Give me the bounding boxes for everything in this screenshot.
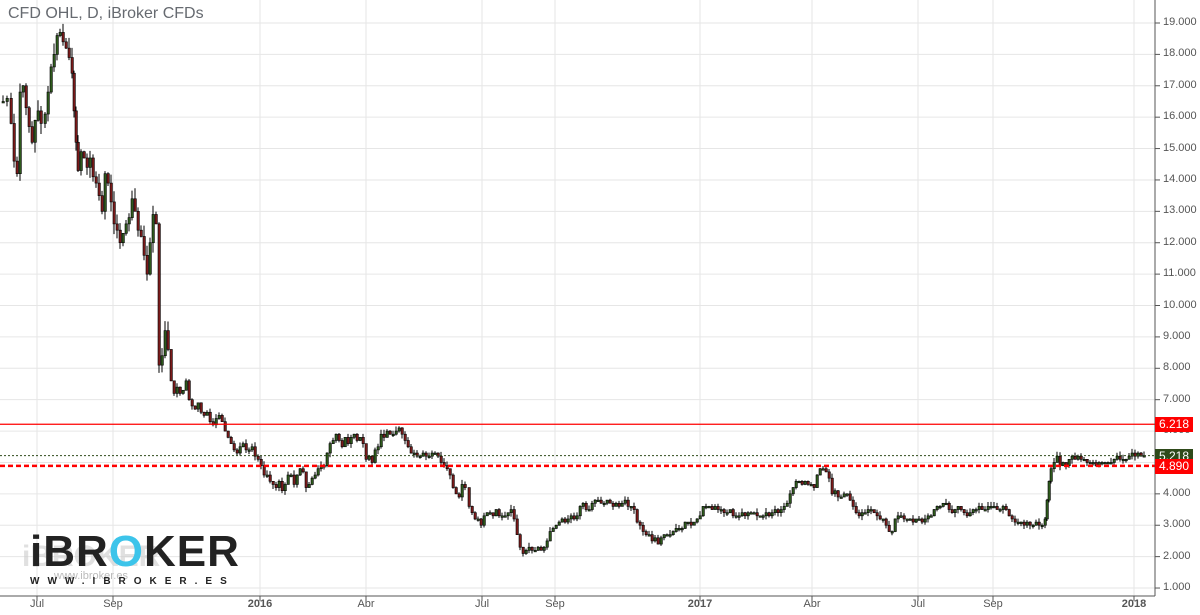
reference-lines: [0, 423, 1155, 468]
x-tick-label: Abr: [803, 598, 821, 610]
y-tick-label: 9.000: [1163, 329, 1191, 342]
x-tick-label: Jul: [910, 598, 926, 610]
y-tick-label: 4.000: [1163, 486, 1191, 499]
y-tick-label: 16.000: [1163, 110, 1197, 123]
y-tick-label: 1.000: [1163, 581, 1191, 594]
y-tick-label: 17.000: [1163, 78, 1197, 91]
x-tick-label: 2018: [1121, 598, 1147, 610]
y-tick-label: 2.000: [1163, 549, 1191, 562]
y-tick-label: 12.000: [1163, 235, 1197, 248]
y-tick-label: 3.000: [1163, 518, 1191, 531]
y-tick-marks: [1155, 22, 1160, 589]
y-tick-label: 15.000: [1163, 141, 1197, 154]
y-tick-label: 18.000: [1163, 47, 1197, 60]
x-tick-label: Jul: [474, 598, 490, 610]
y-tick-label: 13.000: [1163, 204, 1197, 217]
grid-lines: [0, 0, 1155, 596]
x-tick-marks: [36, 596, 1135, 601]
x-tick-label: Sep: [545, 598, 565, 610]
y-tick-label: 8.000: [1163, 361, 1191, 374]
chart-title: CFD OHL, D, iBroker CFDs: [8, 5, 204, 22]
y-tick-label: 14.000: [1163, 172, 1197, 185]
x-tick-label: 2016: [247, 598, 273, 610]
x-tick-label: 2017: [687, 598, 713, 610]
support-label: 4.890: [1155, 458, 1193, 474]
y-tick-label: 7.000: [1163, 392, 1191, 405]
logo-watermark-ghost-url: www.ibroker.es: [54, 570, 128, 582]
x-tick-label: Sep: [983, 598, 1003, 610]
y-tick-label: 19.000: [1163, 16, 1197, 28]
y-tick-label: 10.000: [1163, 298, 1197, 311]
x-tick-label: Jul: [29, 598, 45, 610]
resistance-label: 6.218: [1155, 417, 1193, 433]
price-candles: [1, 23, 1146, 557]
x-tick-label: Abr: [357, 598, 375, 610]
logo-watermark-ghost: iBROKER: [22, 540, 161, 573]
logo-o-ring-icon: O: [108, 527, 145, 576]
y-tick-label: 11.000: [1163, 267, 1196, 280]
logo-url: WWW.IBROKER.ES: [30, 576, 235, 587]
x-tick-label: Sep: [103, 598, 123, 610]
logo-wordmark: iBROKER: [30, 527, 240, 576]
ibroker-logo: iBROKER WWW.IBROKER.ES: [30, 527, 240, 588]
